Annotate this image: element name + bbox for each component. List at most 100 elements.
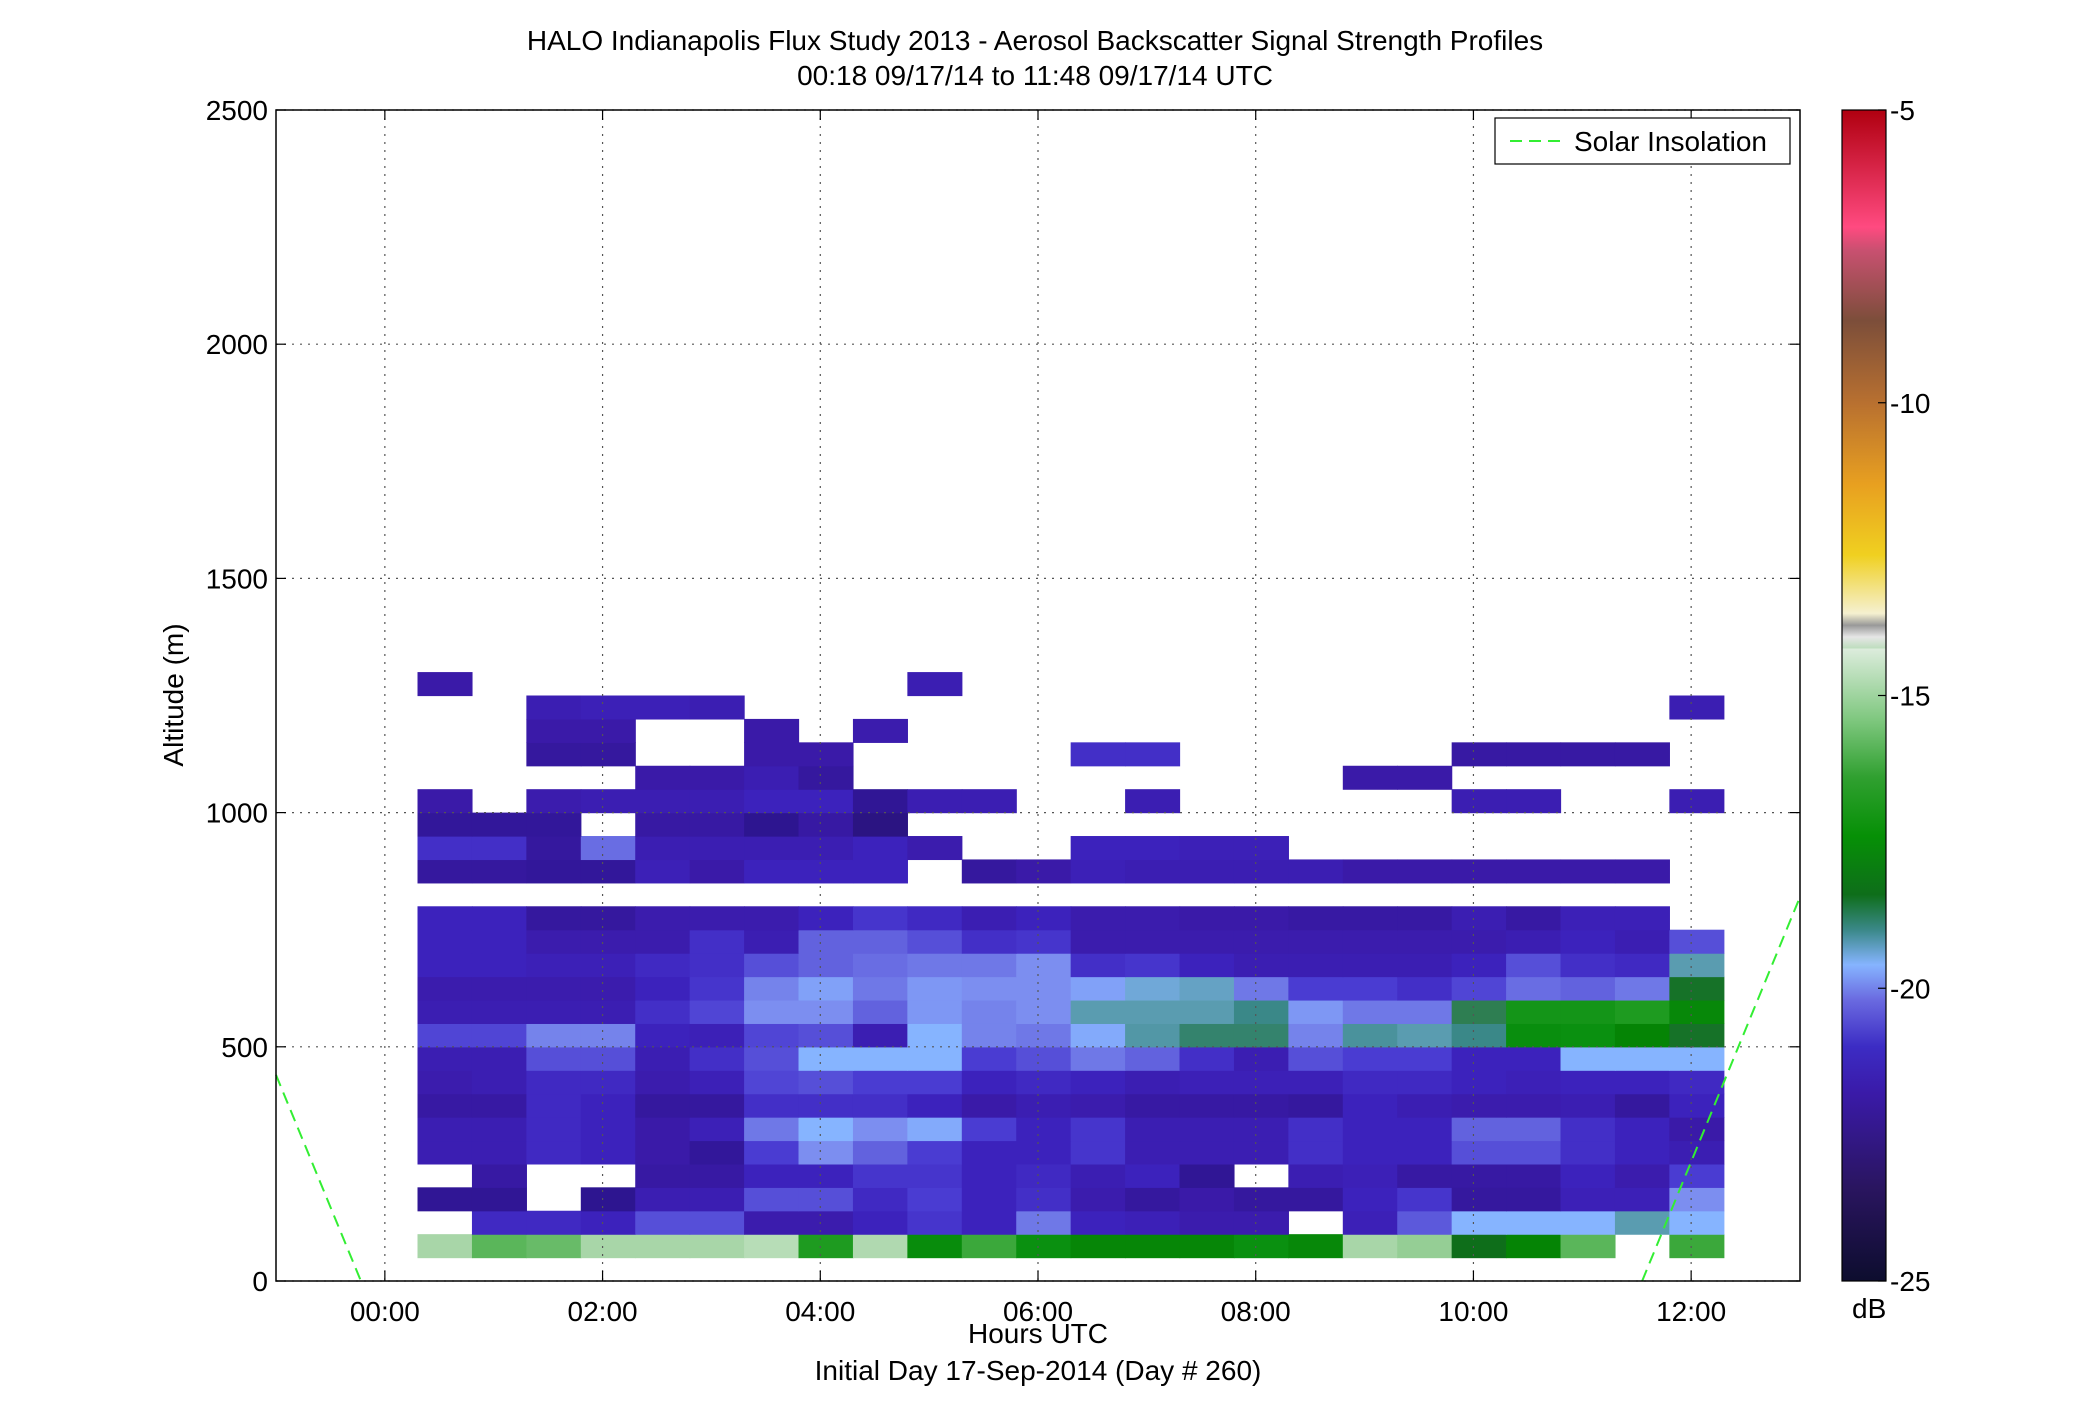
- heatmap-cell: [635, 789, 691, 814]
- heatmap-cell: [907, 1093, 963, 1118]
- heatmap-cell: [1233, 859, 1289, 884]
- heatmap-cell: [635, 976, 691, 1001]
- heatmap-cell: [1233, 906, 1289, 931]
- heatmap-cell: [1614, 1117, 1670, 1142]
- heatmap-cell: [635, 695, 691, 720]
- heatmap-cell: [1451, 1046, 1507, 1071]
- heatmap-cell: [1506, 1117, 1562, 1142]
- heatmap-cell: [1560, 976, 1616, 1001]
- heatmap-cell: [852, 812, 908, 837]
- heatmap-cell: [471, 1117, 527, 1142]
- heatmap-cell: [689, 1070, 745, 1095]
- heatmap-cell: [1560, 859, 1616, 884]
- heatmap-cell: [852, 999, 908, 1024]
- heatmap-cell: [635, 859, 691, 884]
- heatmap-cell: [1288, 929, 1344, 954]
- heatmap-cell: [1451, 1140, 1507, 1165]
- heatmap-cell: [635, 929, 691, 954]
- heatmap-cell: [1179, 999, 1235, 1024]
- heatmap-cell: [580, 718, 636, 743]
- heatmap-cell: [961, 859, 1017, 884]
- heatmap-cell: [1288, 1140, 1344, 1165]
- heatmap-cell: [1179, 1023, 1235, 1048]
- y-tick-label: 2500: [206, 95, 268, 126]
- heatmap-cell: [1451, 1163, 1507, 1188]
- heatmap-cell: [961, 906, 1017, 931]
- heatmap-cell: [689, 953, 745, 978]
- heatmap-cell: [961, 1163, 1017, 1188]
- heatmap-cell: [798, 1093, 854, 1118]
- heatmap-cell: [1342, 953, 1398, 978]
- heatmap-cell: [1233, 1140, 1289, 1165]
- heatmap-cell: [580, 742, 636, 767]
- heatmap-cell: [744, 789, 800, 814]
- x-axis-label: Hours UTC: [968, 1318, 1108, 1349]
- heatmap-cell: [1288, 906, 1344, 931]
- heatmap-cell: [1070, 1070, 1126, 1095]
- heatmap-cell: [526, 1093, 582, 1118]
- heatmap-cell: [471, 1234, 527, 1259]
- heatmap-cell: [744, 1046, 800, 1071]
- heatmap-cell: [417, 929, 473, 954]
- heatmap-cell: [1614, 1023, 1670, 1048]
- heatmap-cell: [1233, 999, 1289, 1024]
- heatmap-cell: [961, 1140, 1017, 1165]
- heatmap-cell: [1669, 929, 1725, 954]
- heatmap-cell: [1397, 859, 1453, 884]
- heatmap-cell: [1560, 1187, 1616, 1212]
- heatmap-cell: [1506, 929, 1562, 954]
- heatmap-cell: [417, 1140, 473, 1165]
- heatmap-cell: [635, 1187, 691, 1212]
- heatmap-cell: [1506, 1093, 1562, 1118]
- heatmap-cell: [1179, 976, 1235, 1001]
- heatmap-cell: [1560, 1093, 1616, 1118]
- heatmap-cell: [1560, 929, 1616, 954]
- heatmap-cell: [580, 695, 636, 720]
- heatmap-cell: [1125, 906, 1181, 931]
- heatmap-cell: [526, 1023, 582, 1048]
- heatmap-cell: [635, 999, 691, 1024]
- y-tick-label: 1000: [206, 798, 268, 829]
- heatmap-cell: [798, 1163, 854, 1188]
- heatmap-cell: [798, 1117, 854, 1142]
- heatmap-cell: [1506, 1187, 1562, 1212]
- heatmap-cell: [1397, 1117, 1453, 1142]
- heatmap-cell: [1125, 1187, 1181, 1212]
- heatmap-cell: [526, 789, 582, 814]
- heatmap-cell: [1016, 1210, 1072, 1235]
- heatmap-cell: [471, 1023, 527, 1048]
- heatmap-cell: [1614, 1046, 1670, 1071]
- heatmap-cell: [1179, 1140, 1235, 1165]
- heatmap-cell: [580, 1234, 636, 1259]
- colorbar-tick-label: -25: [1890, 1266, 1930, 1297]
- heatmap-cell: [1179, 929, 1235, 954]
- heatmap-cell: [417, 1023, 473, 1048]
- heatmap-cell: [635, 953, 691, 978]
- heatmap-cell: [689, 1163, 745, 1188]
- heatmap-cell: [635, 836, 691, 861]
- heatmap-cell: [580, 1070, 636, 1095]
- heatmap-cell: [1016, 1093, 1072, 1118]
- heatmap-cell: [1233, 836, 1289, 861]
- heatmap-cell: [1016, 1117, 1072, 1142]
- heatmap-cell: [1560, 953, 1616, 978]
- heatmap-cell: [1125, 742, 1181, 767]
- heatmap-cell: [1070, 1163, 1126, 1188]
- y-axis-label: Altitude (m): [158, 623, 189, 766]
- heatmap-cell: [1070, 1117, 1126, 1142]
- heatmap-cell: [1288, 999, 1344, 1024]
- heatmap-cell: [1669, 695, 1725, 720]
- heatmap-cell: [907, 1023, 963, 1048]
- heatmap-cell: [526, 836, 582, 861]
- heatmap-cell: [1397, 765, 1453, 790]
- heatmap-cell: [635, 812, 691, 837]
- heatmap-cell: [1614, 999, 1670, 1024]
- heatmap-cell: [1125, 859, 1181, 884]
- heatmap-cell: [852, 1093, 908, 1118]
- heatmap-cell: [1614, 1070, 1670, 1095]
- heatmap-cell: [1288, 1070, 1344, 1095]
- heatmap-cell: [1451, 929, 1507, 954]
- heatmap-cell: [580, 906, 636, 931]
- heatmap-cell: [1397, 1163, 1453, 1188]
- colorbar-tick-label: -20: [1890, 973, 1930, 1004]
